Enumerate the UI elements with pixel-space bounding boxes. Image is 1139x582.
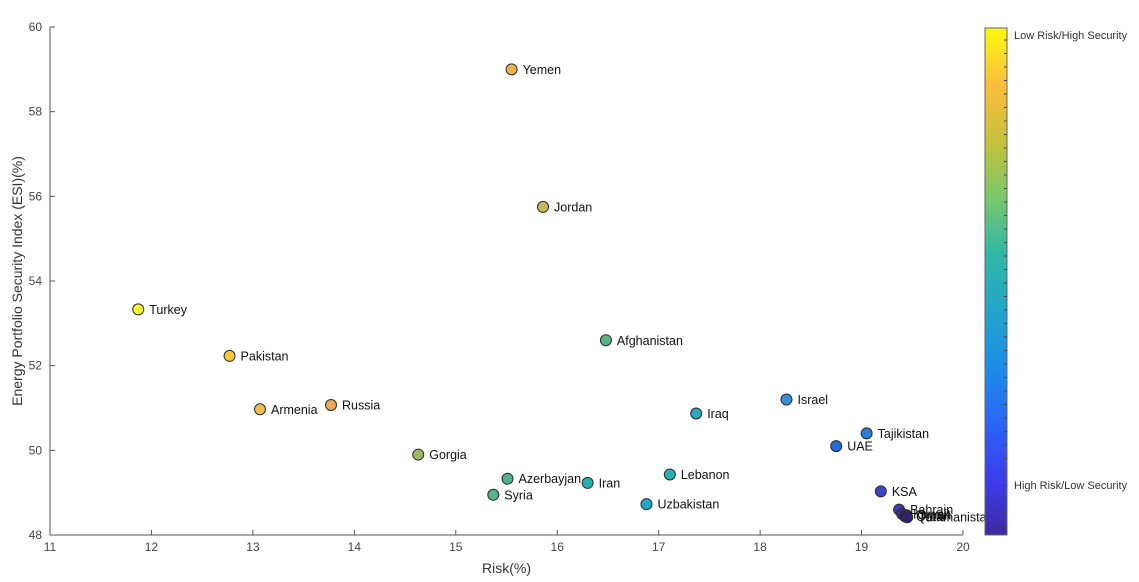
data-label: Yemen [523, 63, 562, 77]
data-label: Uzbakistan [657, 498, 719, 512]
data-point [501, 472, 514, 485]
data-label: Kuwait [913, 507, 951, 521]
data-point [780, 393, 793, 406]
data-label: Iran [599, 476, 621, 490]
data-label: Russia [342, 399, 380, 413]
data-point [599, 334, 612, 347]
data-label: UAE [847, 440, 873, 454]
x-tick-label: 17 [652, 540, 666, 554]
data-point [505, 63, 518, 76]
y-tick-label: 52 [29, 359, 43, 373]
data-point [223, 349, 236, 362]
data-label: Jordan [554, 200, 592, 214]
data-point [830, 440, 843, 453]
x-tick-label: 16 [551, 540, 565, 554]
plot-area [50, 27, 963, 535]
data-label: Tajikistan [878, 427, 929, 441]
data-point [901, 511, 914, 524]
colorbar: Low Risk/High Security High Risk/Low Sec… [984, 27, 1128, 536]
data-point [581, 476, 594, 489]
data-label: Turkmanistan [918, 511, 993, 525]
data-points [132, 63, 914, 524]
x-tick-label: 18 [753, 540, 767, 554]
x-tick-label: 14 [348, 540, 362, 554]
y-axis-title: Energy Portfolio Security Index (ESI)(%) [9, 156, 25, 406]
data-label: Gorgia [429, 448, 467, 462]
y-ticks: 48 50 52 54 56 58 60 [29, 20, 55, 542]
colorbar-gradient [984, 27, 1008, 536]
data-label: Pakistan [241, 349, 289, 363]
colorbar-bottom-label: High Risk/Low Security [1014, 480, 1128, 492]
data-label: Turkey [149, 303, 187, 317]
x-axis-title: Risk(%) [482, 560, 531, 576]
data-label: KSA [892, 485, 918, 499]
data-label: Oman [917, 509, 951, 523]
data-label: Afghanistan [617, 334, 683, 348]
x-tick-label: 12 [145, 540, 159, 554]
data-point [860, 427, 873, 440]
colorbar-ticks [1004, 39, 1007, 527]
x-tick-label: 15 [449, 540, 463, 554]
x-tick-label: 19 [855, 540, 869, 554]
data-point [412, 448, 425, 461]
y-tick-label: 54 [29, 274, 43, 288]
data-point [537, 200, 550, 213]
data-label: Iraq [707, 407, 729, 421]
x-tick-label: 20 [956, 540, 970, 554]
y-tick-label: 58 [29, 105, 43, 119]
data-label: Azerbayjan [519, 472, 582, 486]
colorbar-top-label: Low Risk/High Security [1014, 30, 1128, 42]
y-tick-label: 60 [29, 20, 43, 34]
point-labels: Yemen Jordan Turkey Pakistan Afghanistan Arme… [149, 63, 993, 525]
data-point [253, 403, 266, 416]
data-label: Syria [504, 488, 533, 502]
x-tick-label: 11 [44, 540, 57, 554]
data-label: Israel [797, 393, 828, 407]
data-point [874, 485, 887, 498]
data-point [325, 399, 338, 412]
y-tick-label: 50 [29, 443, 43, 457]
data-point [487, 488, 500, 501]
data-label: Qatar [916, 510, 947, 524]
data-label: Lebanon [681, 468, 730, 482]
data-point [640, 498, 653, 511]
data-point [132, 303, 145, 316]
data-label: Bahrain [910, 503, 953, 517]
data-point [663, 468, 676, 481]
x-ticks: 11 12 13 14 15 16 17 18 19 20 [44, 530, 970, 554]
data-label: Armenia [271, 403, 318, 417]
x-tick-label: 13 [246, 540, 260, 554]
y-tick-label: 48 [29, 528, 43, 542]
data-point [690, 407, 703, 420]
y-tick-label: 56 [29, 189, 43, 203]
